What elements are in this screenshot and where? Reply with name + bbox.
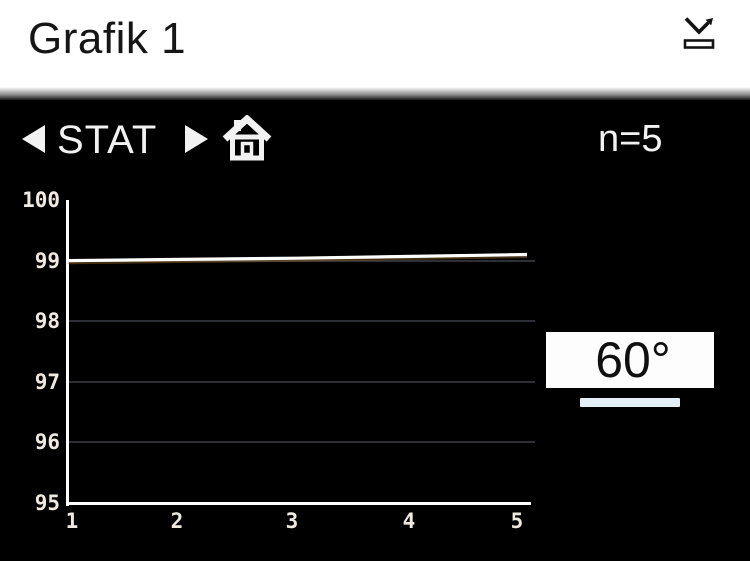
gridline-96 [69, 441, 535, 443]
x-tick-label: 4 [402, 509, 416, 533]
previous-arrow-icon[interactable] [22, 125, 45, 153]
y-tick-label: 100 [22, 188, 60, 212]
gridline-99 [69, 260, 535, 262]
header: Grafik 1 [0, 0, 750, 101]
y-tick-label: 95 [34, 491, 60, 515]
y-tick-label: 97 [34, 370, 60, 394]
header-screen-divider [0, 87, 750, 101]
y-tick-label: 99 [34, 249, 60, 273]
data-line [67, 252, 528, 263]
surface-bounce-arrow-icon [683, 17, 715, 49]
stat-mode-label: STAT [57, 118, 158, 162]
page-title: Grafik 1 [28, 14, 187, 63]
value-underline-bar [580, 398, 680, 407]
temperature-value-box[interactable]: 60° [546, 332, 714, 388]
y-tick-label: 98 [34, 309, 60, 333]
sample-count: n=5 [598, 118, 663, 160]
x-tick-label: 5 [510, 509, 524, 533]
trend-chart: 100 99 98 97 96 95 1 2 3 4 5 [0, 100, 750, 561]
device-screen: STAT n=5 100 99 98 97 96 95 1 2 3 4 5 60… [0, 100, 750, 561]
gridline-98 [69, 320, 535, 322]
x-tick-label: 3 [285, 509, 299, 533]
x-tick-label: 1 [65, 509, 79, 533]
next-arrow-icon[interactable] [185, 125, 208, 153]
x-axis-line [66, 502, 531, 505]
home-icon[interactable] [222, 115, 272, 163]
y-axis-line [66, 200, 69, 506]
x-tick-label: 2 [170, 509, 184, 533]
gridline-97 [69, 381, 535, 383]
temperature-value: 60° [595, 332, 671, 388]
y-tick-label: 96 [34, 430, 60, 454]
